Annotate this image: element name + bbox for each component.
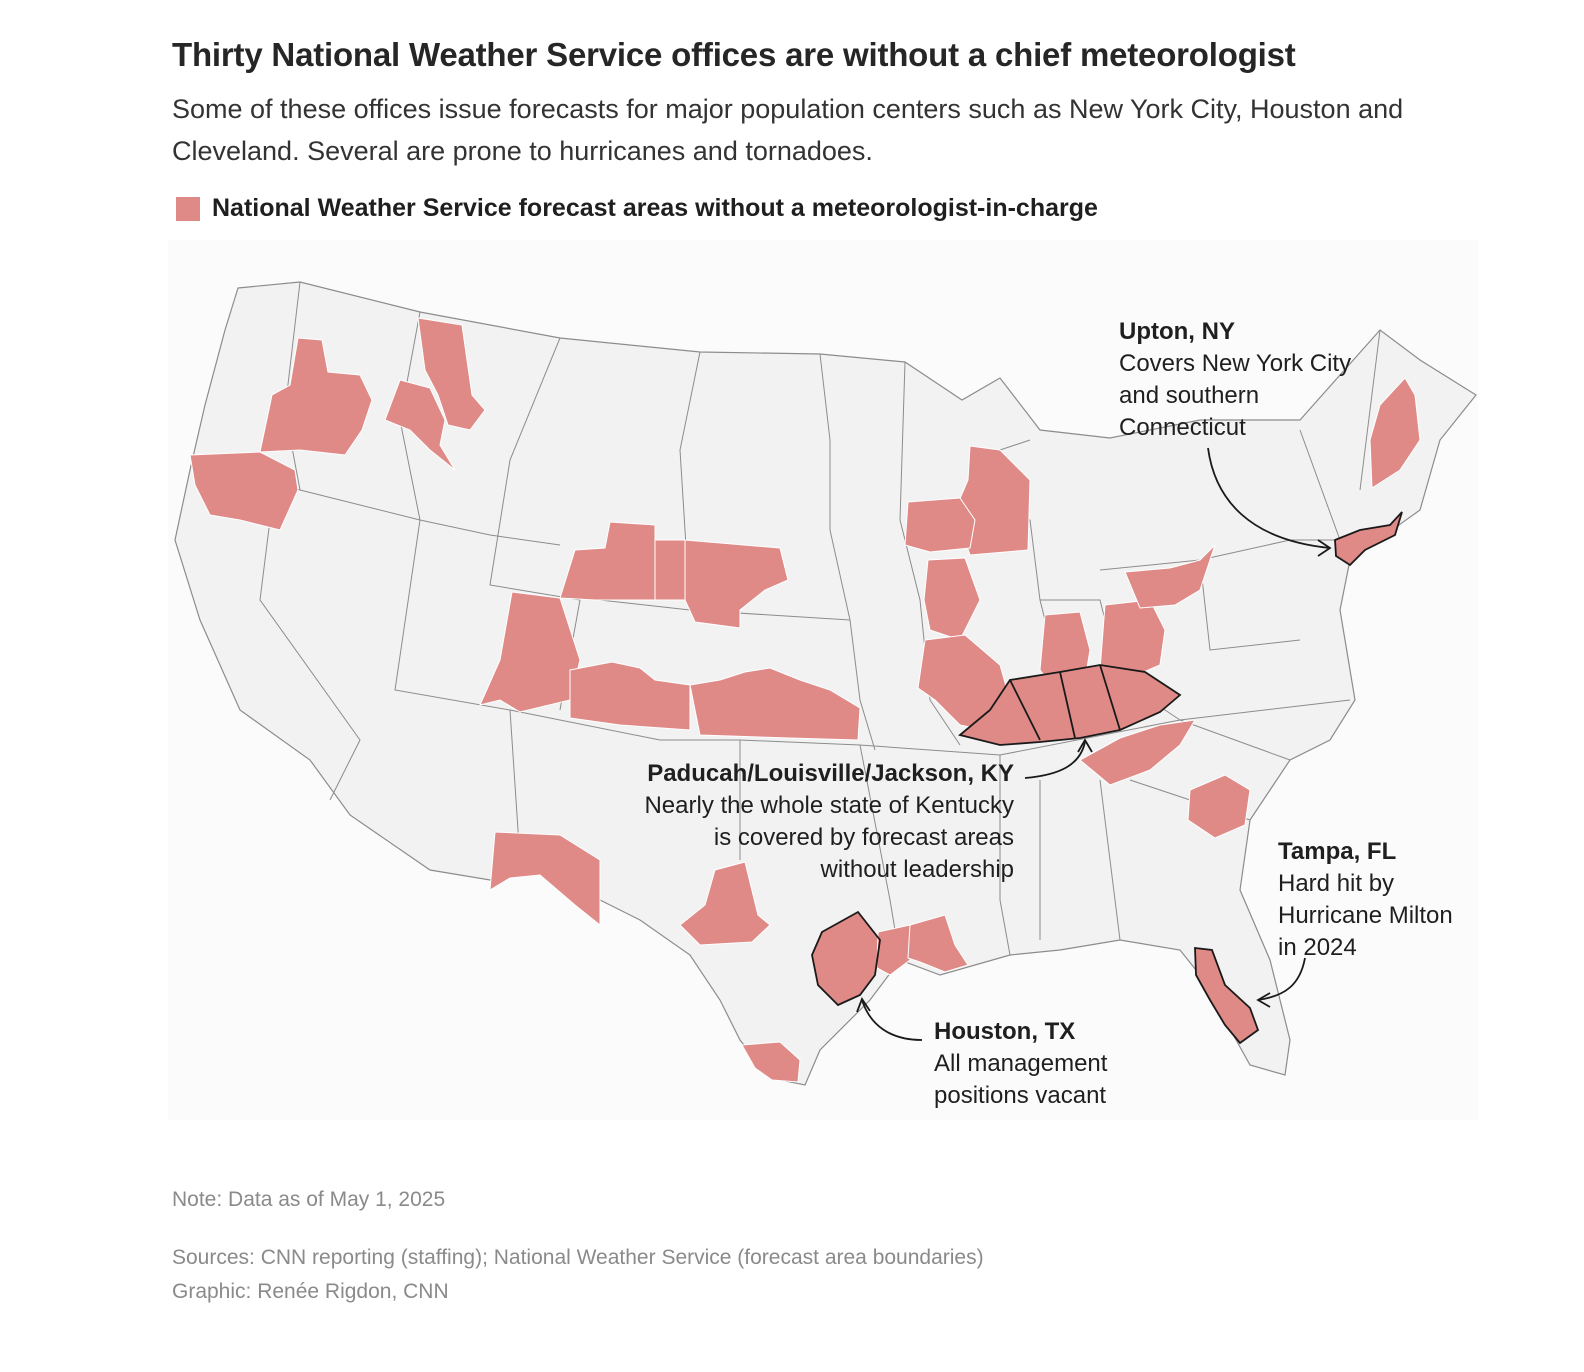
area-utah [479, 591, 581, 713]
area-lake-charles [876, 924, 911, 976]
arrow-tampa [1257, 957, 1306, 1001]
annotation-houston-heading: Houston, TX [934, 1018, 1076, 1045]
annotation-upton: Upton, NY Covers New York City and south… [1119, 316, 1351, 444]
annotation-tampa-heading: Tampa, FL [1278, 838, 1397, 865]
legend: National Weather Service forecast areas … [176, 194, 1098, 223]
area-north-platte [684, 539, 789, 629]
outline-upton [1334, 511, 1403, 567]
area-missoula [417, 317, 486, 431]
annotation-kentucky-heading: Paducah/Louisville/Jackson, KY [647, 760, 1014, 787]
annotation-houston-line: All management [934, 1050, 1108, 1077]
arrow-upton-head [1317, 539, 1332, 557]
area-el-paso [489, 831, 601, 927]
annotation-houston: Houston, TX All management positions vac… [934, 1016, 1107, 1112]
annotation-upton-line: Covers New York City [1119, 350, 1352, 377]
emphasis-outlines [811, 511, 1403, 1045]
annotation-tampa: Tampa, FL Hard hit by Hurricane Milton i… [1278, 836, 1453, 964]
footer-note: Note: Data as of May 1, 2025 [172, 1188, 446, 1211]
outline-tampa [1194, 946, 1260, 1045]
area-san-angelo [679, 861, 771, 946]
annotation-tampa-line: Hard hit by [1278, 870, 1395, 897]
arrow-upton [1207, 447, 1331, 549]
us-map-svg [174, 281, 1477, 1086]
area-nashville [1079, 719, 1196, 786]
arrow-houston [861, 999, 923, 1041]
legend-swatch [176, 196, 200, 221]
area-dodge-city [689, 667, 861, 741]
arrow-tampa-head [1256, 992, 1271, 1008]
area-cleveland [1124, 544, 1216, 609]
annotation-upton-line: and southern [1119, 382, 1260, 409]
area-rapid-city [654, 539, 686, 601]
annotation-kentucky-line: is covered by forecast areas [713, 824, 1014, 851]
area-oregon-coast [189, 451, 299, 531]
area-columbia-sc [1187, 774, 1251, 839]
annotation-tampa-line: Hurricane Milton [1278, 902, 1453, 929]
annotation-arrows [856, 447, 1332, 1041]
annotation-tampa-line: in 2024 [1278, 934, 1357, 961]
annotation-kentucky: Paducah/Louisville/Jackson, KY Nearly th… [560, 758, 1014, 886]
footer-sources: Sources: CNN reporting (staffing); Natio… [172, 1246, 984, 1269]
area-seattle [259, 337, 373, 456]
annotation-upton-line: Connecticut [1119, 414, 1246, 441]
footer-credit: Graphic: Renée Rigdon, CNN [172, 1280, 449, 1303]
outline-houston [811, 910, 881, 1007]
arrow-kentucky [1024, 741, 1086, 779]
annotation-kentucky-line: Nearly the whole state of Kentucky [644, 792, 1014, 819]
page-title: Thirty National Weather Service offices … [172, 36, 1296, 73]
arrow-houston-head [856, 997, 871, 1013]
annotation-houston-line: positions vacant [934, 1082, 1107, 1109]
us-map [168, 240, 1478, 1120]
area-brownsville [741, 1041, 801, 1083]
legend-label: National Weather Service forecast areas … [212, 194, 1098, 222]
annotation-upton-heading: Upton, NY [1119, 318, 1235, 345]
area-la-crosse [904, 497, 976, 553]
area-gray-me [1369, 377, 1421, 489]
arrow-kentucky-head [1077, 738, 1093, 753]
area-louisiana [907, 914, 969, 973]
area-spokane [384, 379, 456, 471]
subtitle: Some of these offices issue forecasts fo… [172, 94, 1404, 166]
annotation-kentucky-line: without leadership [820, 856, 1014, 883]
